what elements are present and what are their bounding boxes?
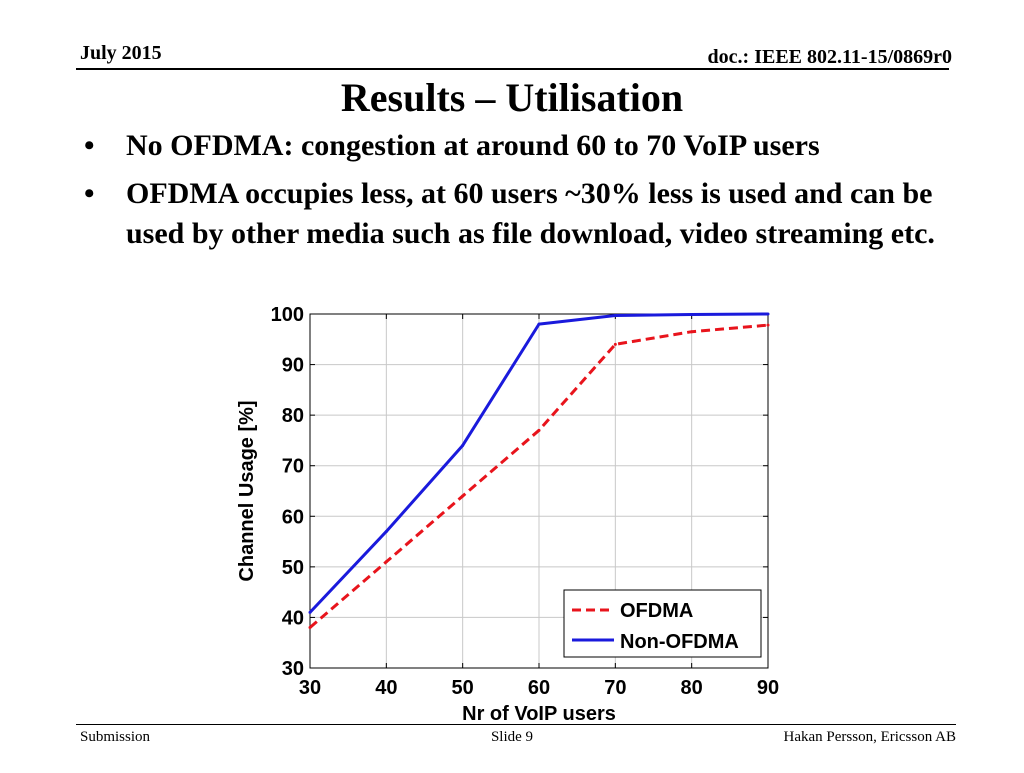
footer-slide-number: Slide 9	[490, 729, 534, 745]
legend-label-non-ofdma: Non-OFDMA	[620, 631, 739, 653]
data-point	[690, 313, 694, 317]
y-axis-label: Channel Usage [%]	[236, 400, 258, 581]
x-tick-label: 70	[604, 677, 626, 699]
x-tick-label: 40	[375, 677, 397, 699]
x-axis-label: Nr of VoIP users	[462, 703, 616, 725]
y-tick-label: 60	[282, 506, 304, 528]
bullet-text: No OFDMA: congestion at around 60 to 70 …	[126, 129, 820, 162]
bullet-list: • No OFDMA: congestion at around 60 to 7…	[84, 126, 964, 262]
footer-author: Hakan Persson, Ericsson AB	[783, 729, 957, 745]
data-point	[766, 323, 770, 327]
x-tick-label: 30	[299, 677, 321, 699]
x-tick-label: 60	[528, 677, 550, 699]
data-point	[613, 314, 617, 318]
slide-title: Results – Utilisation	[340, 75, 684, 120]
data-point	[384, 529, 388, 533]
footer-submission: Submission	[80, 729, 151, 745]
header-date: July 2015	[80, 42, 162, 64]
y-tick-label: 70	[282, 456, 304, 478]
bullet-marker: •	[84, 129, 95, 162]
y-tick-label: 100	[271, 304, 304, 326]
data-point	[766, 312, 770, 316]
series-layer	[308, 312, 770, 630]
y-tick-label: 50	[282, 557, 304, 579]
footer-rule	[76, 724, 956, 725]
tick-layer: 30 40 50 60 70 80 90 30 40 50 60 70 80 90 100	[271, 304, 780, 699]
bullet-item: • OFDMA occupies less, at 60 users ~30% …	[84, 174, 964, 254]
bullet-text: OFDMA occupies less, at 60 users ~30% le…	[126, 177, 935, 250]
x-tick-label: 50	[452, 677, 474, 699]
legend: OFDMA Non-OFDMA	[563, 589, 762, 658]
legend-box	[563, 589, 762, 658]
header-rule	[76, 68, 949, 70]
data-point	[308, 610, 312, 614]
y-tick-label: 90	[282, 355, 304, 377]
x-tick-label: 80	[681, 677, 703, 699]
y-tick-label: 40	[282, 607, 304, 629]
data-point	[537, 428, 541, 432]
data-point	[461, 494, 465, 498]
data-point	[461, 443, 465, 447]
bullet-item: • No OFDMA: congestion at around 60 to 7…	[84, 126, 964, 166]
data-point	[690, 330, 694, 334]
y-tick-label: 30	[282, 658, 304, 680]
header-doc-id: doc.: IEEE 802.11-15/0869r0	[707, 46, 952, 68]
data-point	[537, 322, 541, 326]
legend-label-ofdma: OFDMA	[620, 600, 693, 622]
y-tick-label: 80	[282, 405, 304, 427]
data-point	[384, 560, 388, 564]
data-point	[308, 626, 312, 630]
bullet-marker: •	[84, 177, 95, 210]
data-point	[613, 342, 617, 346]
x-tick-label: 90	[757, 677, 779, 699]
